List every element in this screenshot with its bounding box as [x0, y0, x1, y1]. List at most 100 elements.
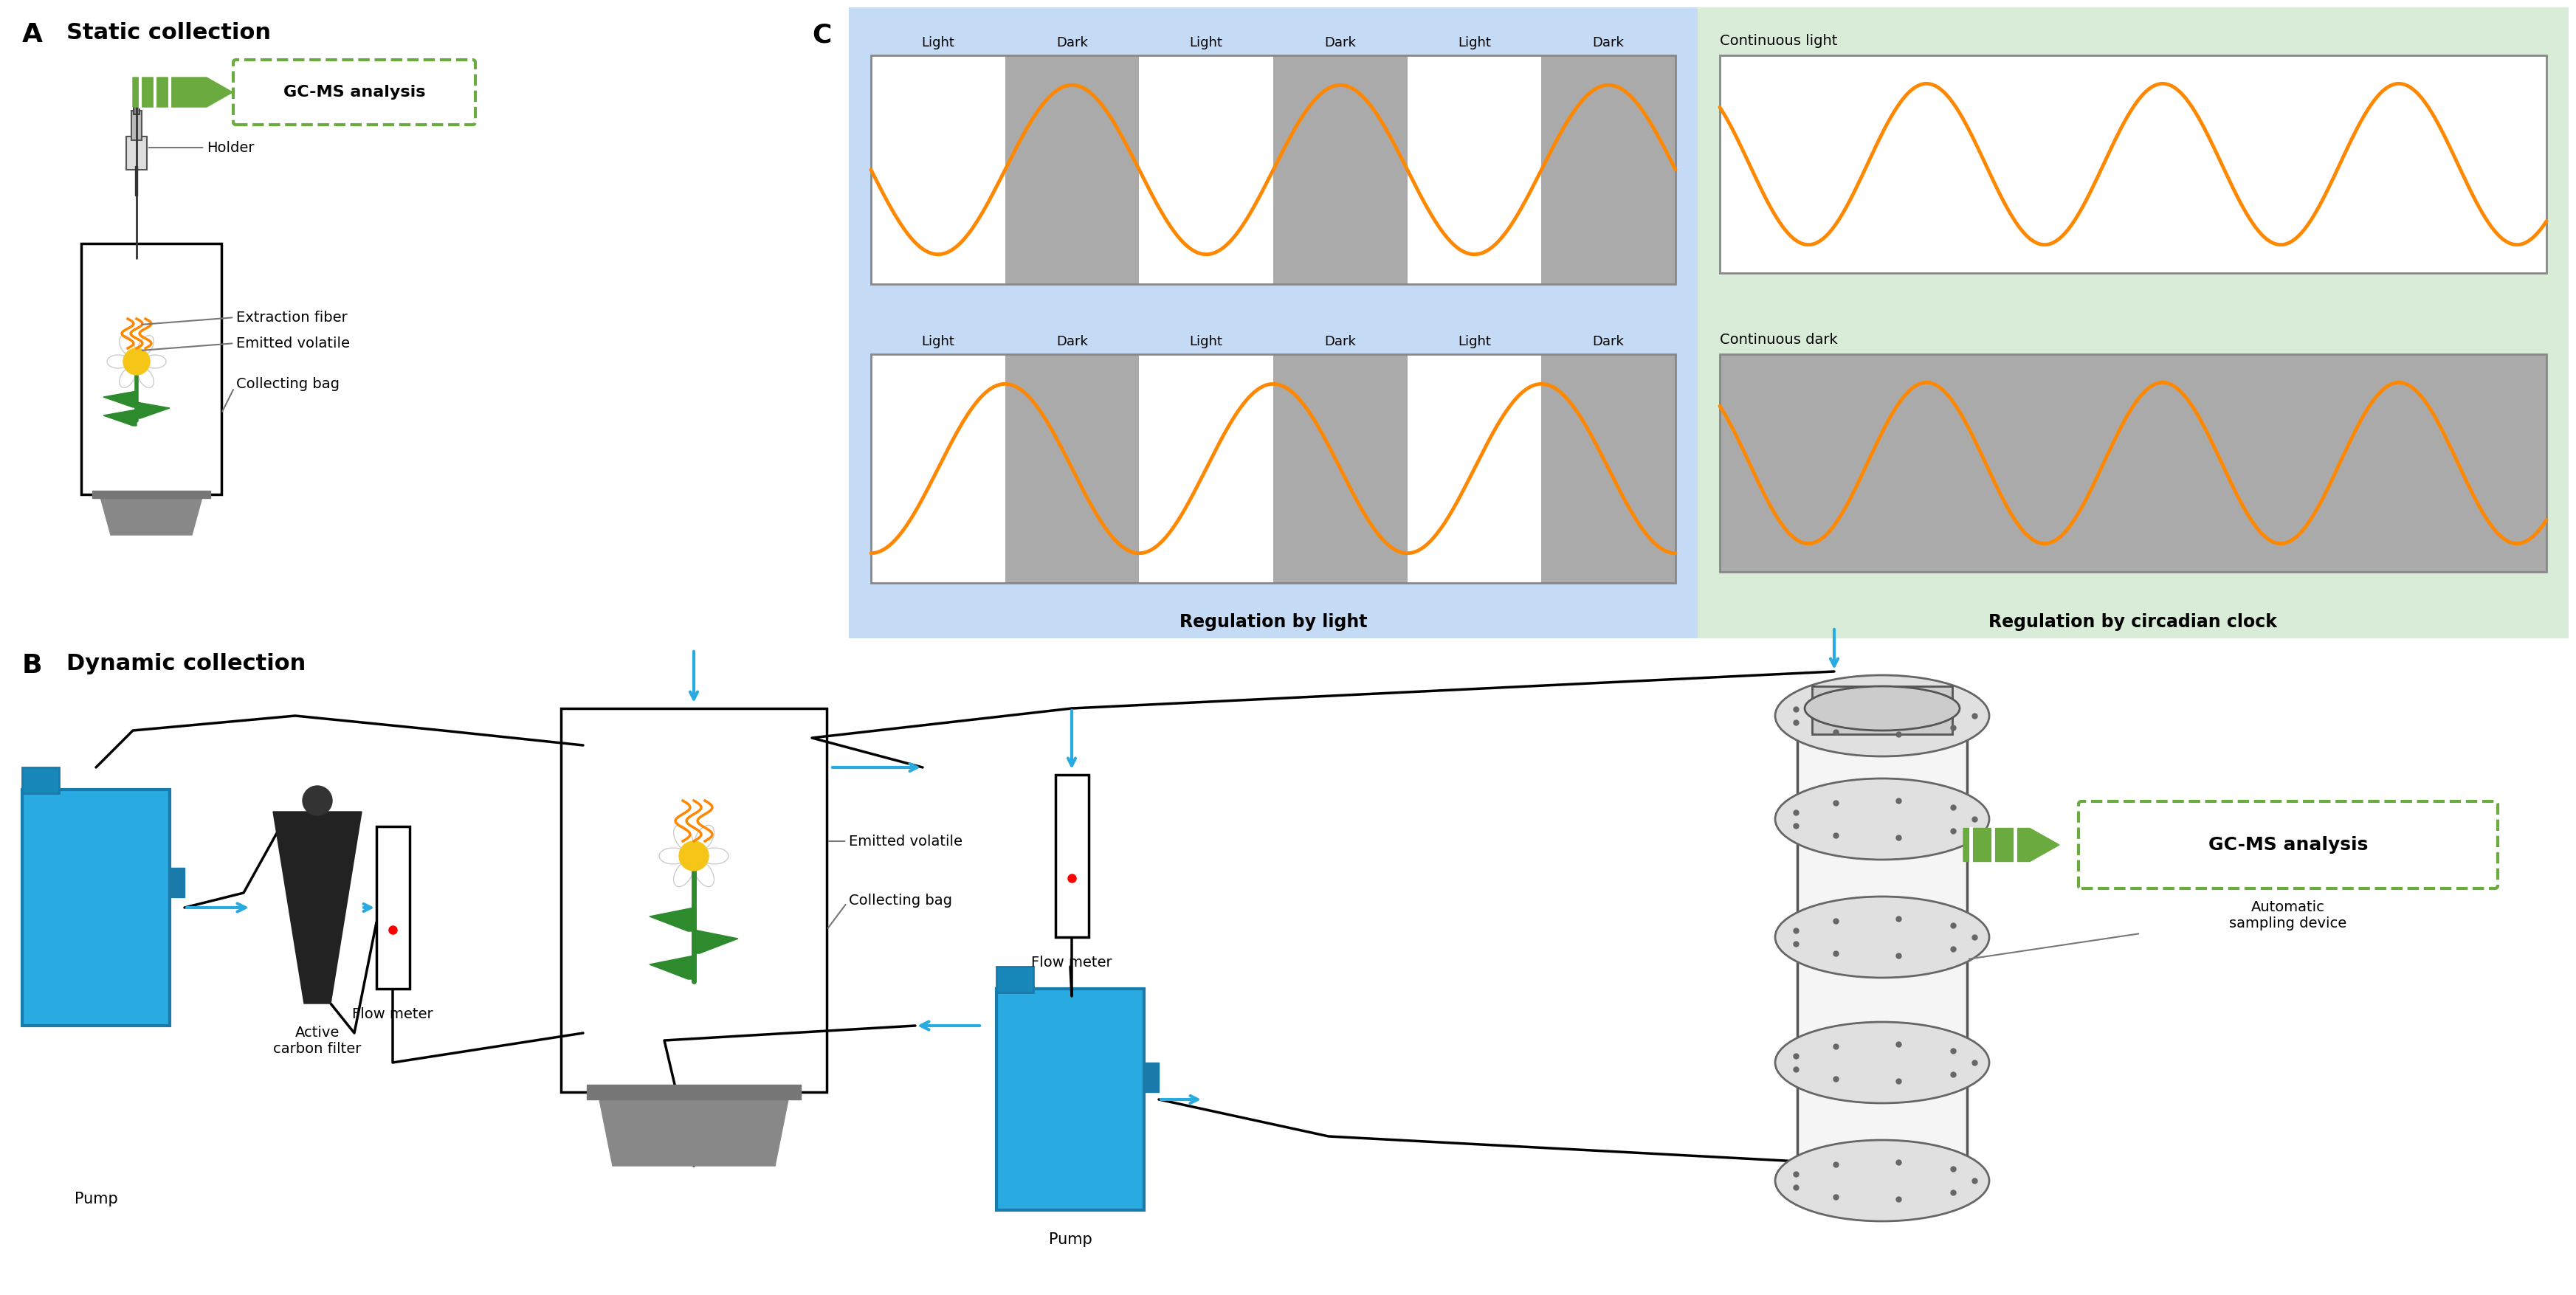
Text: Light: Light	[1458, 335, 1492, 348]
Polygon shape	[137, 403, 170, 418]
Bar	[131, 110, 142, 140]
Bar	[1406, 355, 1540, 583]
Bar	[23, 790, 170, 1026]
Polygon shape	[103, 409, 137, 426]
Ellipse shape	[1803, 686, 1960, 730]
FancyArrow shape	[1963, 829, 2058, 861]
Text: Dark: Dark	[1056, 335, 1087, 348]
Bar	[1718, 355, 2545, 572]
Bar	[1139, 56, 1273, 284]
Bar	[1273, 355, 1406, 583]
Text: A: A	[23, 22, 44, 47]
Polygon shape	[649, 956, 693, 979]
Ellipse shape	[1775, 1140, 1989, 1221]
Bar	[1811, 686, 1953, 734]
Ellipse shape	[1775, 896, 1989, 978]
Ellipse shape	[659, 848, 688, 864]
Bar	[1798, 730, 1965, 1195]
Text: Pump: Pump	[75, 1191, 118, 1207]
Text: Dark: Dark	[1324, 335, 1355, 348]
Bar	[848, 8, 1698, 638]
Text: Light: Light	[922, 335, 953, 348]
Text: Active
carbon filter: Active carbon filter	[273, 1026, 361, 1055]
Text: Continuous light: Continuous light	[1718, 34, 1837, 48]
Ellipse shape	[1775, 675, 1989, 756]
Bar	[1005, 355, 1139, 583]
Text: Dark: Dark	[1592, 36, 1623, 49]
Text: Continuous dark: Continuous dark	[1718, 333, 1837, 347]
Text: Pump: Pump	[1048, 1233, 1092, 1247]
Bar	[997, 966, 1033, 992]
Bar	[1718, 355, 2545, 572]
Bar	[1144, 1063, 1159, 1092]
Bar	[871, 56, 1674, 284]
Circle shape	[124, 348, 149, 374]
Text: Flow meter: Flow meter	[1030, 956, 1113, 970]
Ellipse shape	[693, 861, 714, 887]
FancyBboxPatch shape	[234, 60, 474, 124]
Bar	[1718, 56, 2545, 273]
Ellipse shape	[118, 368, 137, 387]
Text: Dark: Dark	[1592, 335, 1623, 348]
Bar	[1406, 56, 1540, 284]
Ellipse shape	[1775, 1022, 1989, 1103]
Text: Flow meter: Flow meter	[353, 1008, 433, 1022]
Bar	[997, 989, 1144, 1210]
Text: GC-MS analysis: GC-MS analysis	[283, 85, 425, 100]
Text: GC-MS analysis: GC-MS analysis	[2208, 837, 2367, 853]
Bar	[871, 355, 1674, 583]
Polygon shape	[103, 391, 137, 408]
Circle shape	[301, 786, 332, 816]
Text: Light: Light	[1458, 36, 1492, 49]
Text: Emitted volatile: Emitted volatile	[142, 337, 350, 351]
Bar	[23, 768, 59, 794]
Text: Collecting bag: Collecting bag	[222, 377, 340, 412]
Bar	[871, 56, 1005, 284]
Circle shape	[680, 842, 708, 870]
Text: Collecting bag: Collecting bag	[827, 894, 953, 929]
Bar	[134, 96, 139, 114]
Polygon shape	[649, 908, 693, 931]
Text: Dynamic collection: Dynamic collection	[67, 653, 307, 675]
Ellipse shape	[693, 825, 714, 851]
Bar	[871, 355, 1005, 583]
Text: Holder: Holder	[149, 141, 255, 154]
FancyBboxPatch shape	[2079, 802, 2496, 888]
Ellipse shape	[672, 861, 693, 887]
Bar	[1698, 8, 2568, 638]
Text: Dark: Dark	[1056, 36, 1087, 49]
Bar	[1718, 56, 2545, 273]
Text: Emitted volatile: Emitted volatile	[829, 834, 963, 848]
Ellipse shape	[137, 368, 155, 387]
Bar	[1540, 355, 1674, 583]
Bar	[126, 136, 147, 170]
Bar	[376, 826, 410, 989]
Polygon shape	[693, 930, 737, 953]
FancyArrow shape	[134, 78, 232, 107]
Text: Extraction fiber: Extraction fiber	[142, 311, 348, 325]
Polygon shape	[273, 812, 361, 1004]
Bar	[134, 85, 139, 100]
Ellipse shape	[1775, 778, 1989, 860]
Ellipse shape	[672, 825, 693, 851]
Ellipse shape	[701, 848, 729, 864]
Text: Light: Light	[1190, 36, 1224, 49]
Bar	[1540, 56, 1674, 284]
Text: Static collection: Static collection	[67, 22, 270, 44]
Text: Regulation by light: Regulation by light	[1180, 614, 1368, 631]
Polygon shape	[598, 1092, 791, 1166]
Text: Dark: Dark	[1324, 36, 1355, 49]
Bar	[1056, 774, 1090, 938]
Ellipse shape	[137, 335, 155, 356]
Text: Regulation by circadian clock: Regulation by circadian clock	[1989, 614, 2277, 631]
Polygon shape	[587, 1085, 801, 1099]
Ellipse shape	[118, 335, 137, 356]
Text: Light: Light	[1190, 335, 1224, 348]
Bar	[82, 243, 222, 495]
Ellipse shape	[108, 355, 129, 368]
Text: Automatic
sampling device: Automatic sampling device	[2228, 900, 2347, 931]
Ellipse shape	[144, 355, 165, 368]
Polygon shape	[93, 491, 211, 499]
Text: Light: Light	[922, 36, 953, 49]
Text: C: C	[811, 22, 832, 47]
